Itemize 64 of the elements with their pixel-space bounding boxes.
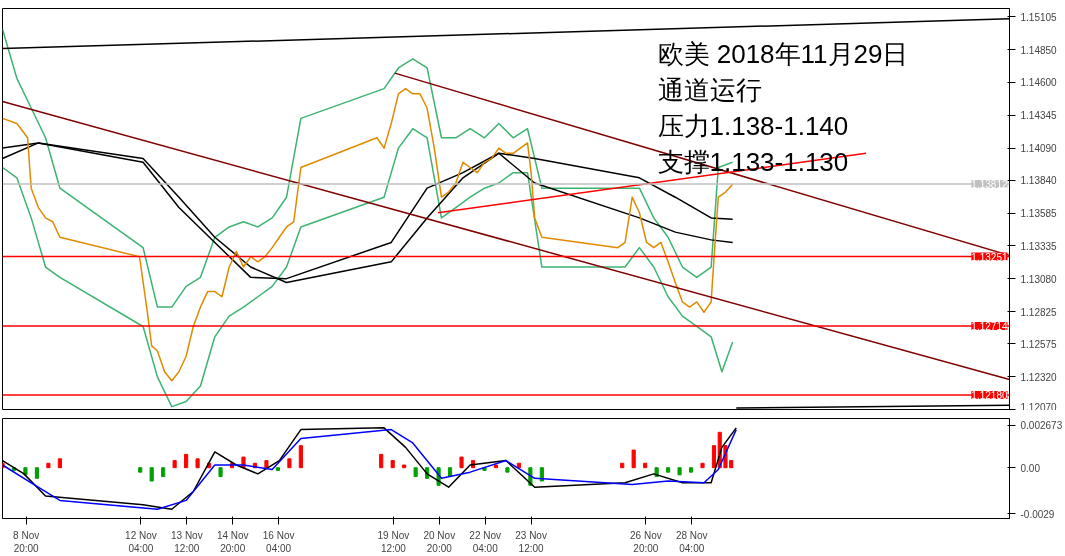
bar [493, 464, 499, 469]
x-tick-label: 28 Nov 04:00 [675, 529, 708, 554]
bar [298, 445, 303, 469]
y-tick-label: 1.12825 [1020, 306, 1058, 318]
bar [413, 467, 418, 478]
x-tick-label: 13 Nov 12:00 [170, 529, 203, 554]
x-tick-label: 19 Nov 12:00 [377, 529, 410, 554]
y-tick-label: 1.15105 [1020, 11, 1058, 23]
bar [402, 464, 407, 469]
ref-line-label: 1.12714 [971, 320, 1008, 332]
bar [57, 458, 62, 469]
bar [264, 460, 269, 469]
bar [195, 458, 200, 469]
bar [482, 467, 487, 471]
bar [287, 458, 292, 469]
bar [390, 460, 395, 469]
y-tick-label: 1.12575 [1020, 338, 1058, 350]
y-tick-label: 1.13080 [1020, 273, 1058, 285]
y-tick-label: 1.14345 [1020, 110, 1058, 122]
bar [138, 467, 143, 473]
y-tick-label: 1.14090 [1020, 143, 1058, 155]
annotation: 欧美 2018年11月29日 [657, 38, 909, 69]
bar [677, 467, 682, 476]
bar [505, 467, 510, 473]
bar [275, 467, 280, 471]
bar [666, 467, 671, 473]
x-tick-label: 14 Nov 20:00 [216, 529, 249, 554]
bar [700, 462, 705, 469]
y-tick-label: 1.13335 [1020, 240, 1058, 252]
bar [46, 462, 51, 469]
y-tick-label: 0.002673 [1020, 420, 1063, 432]
ref-line-label: 1.13812 [971, 179, 1008, 191]
x-tick-label: 8 Nov 20:00 [13, 529, 40, 554]
bar [172, 460, 177, 469]
ref-line-label: 1.12180 [971, 389, 1008, 401]
y-tick-label: 1.12320 [1020, 371, 1058, 383]
bar [34, 467, 40, 479]
y-tick-label: -0.0029 [1020, 508, 1055, 520]
y-tick-label: 1.12070 [1020, 401, 1058, 413]
annotation: 通道运行 [657, 74, 762, 105]
y-tick-label: 1.13585 [1020, 208, 1058, 220]
bar [184, 453, 189, 469]
bar [631, 449, 636, 469]
x-tick-label: 20 Nov 20:00 [423, 529, 456, 554]
bar [643, 462, 648, 469]
y-tick-label: 1.14850 [1020, 44, 1058, 56]
annotation: 压力1.138-1.140 [657, 110, 849, 141]
bar [620, 462, 625, 469]
bar [379, 453, 384, 469]
x-tick-label: 16 Nov 04:00 [262, 529, 295, 554]
x-tick-label: 26 Nov 20:00 [630, 529, 662, 554]
bar [149, 467, 154, 482]
bar [711, 445, 717, 469]
x-tick-label: 12 Nov 04:00 [125, 529, 157, 554]
y-tick-label: 0.00 [1020, 462, 1041, 474]
bar [459, 456, 464, 469]
ref-line-label: 1.13251 [971, 251, 1008, 263]
bar [218, 467, 223, 478]
x-tick-label: 22 Nov 04:00 [469, 529, 502, 554]
bar [688, 467, 694, 473]
y-tick-label: 1.13840 [1020, 175, 1058, 187]
bar [161, 467, 166, 478]
y-tick-label: 1.14600 [1020, 77, 1058, 89]
x-tick-label: 23 Nov 12:00 [515, 529, 547, 554]
